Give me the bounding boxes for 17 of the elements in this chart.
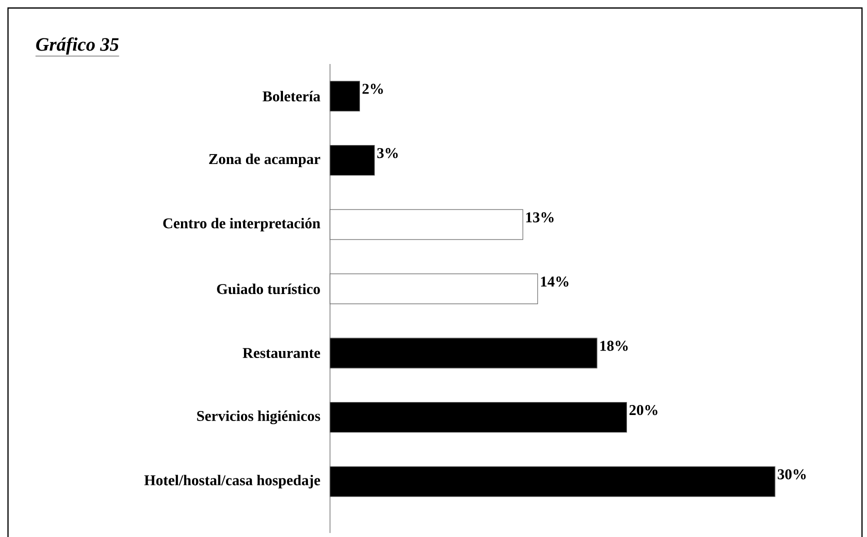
data-label: 13% xyxy=(526,212,554,222)
data-label: 3% xyxy=(377,148,398,158)
data-label: 30% xyxy=(778,469,806,480)
y-tick-label: Centro de interpretación xyxy=(163,218,320,232)
text: Gráfico 35 xyxy=(36,37,119,55)
data-label: 20% xyxy=(630,405,658,416)
data-label: 18% xyxy=(600,340,628,351)
y-tick-label: Hotel/hostal/casa hospedaje xyxy=(144,474,320,488)
y-tick-label: Restaurante xyxy=(242,348,320,358)
y-tick-label: Servicios higiénicos xyxy=(197,410,320,424)
y-tick-label: Zona de acampar xyxy=(209,154,320,168)
bar xyxy=(330,209,524,240)
y-tick-label: Guiado turístico xyxy=(217,284,320,294)
data-label: 14% xyxy=(541,276,568,287)
data-label: 2% xyxy=(362,84,383,94)
bar xyxy=(330,274,538,304)
y-tick-label: Boletería xyxy=(262,90,320,102)
